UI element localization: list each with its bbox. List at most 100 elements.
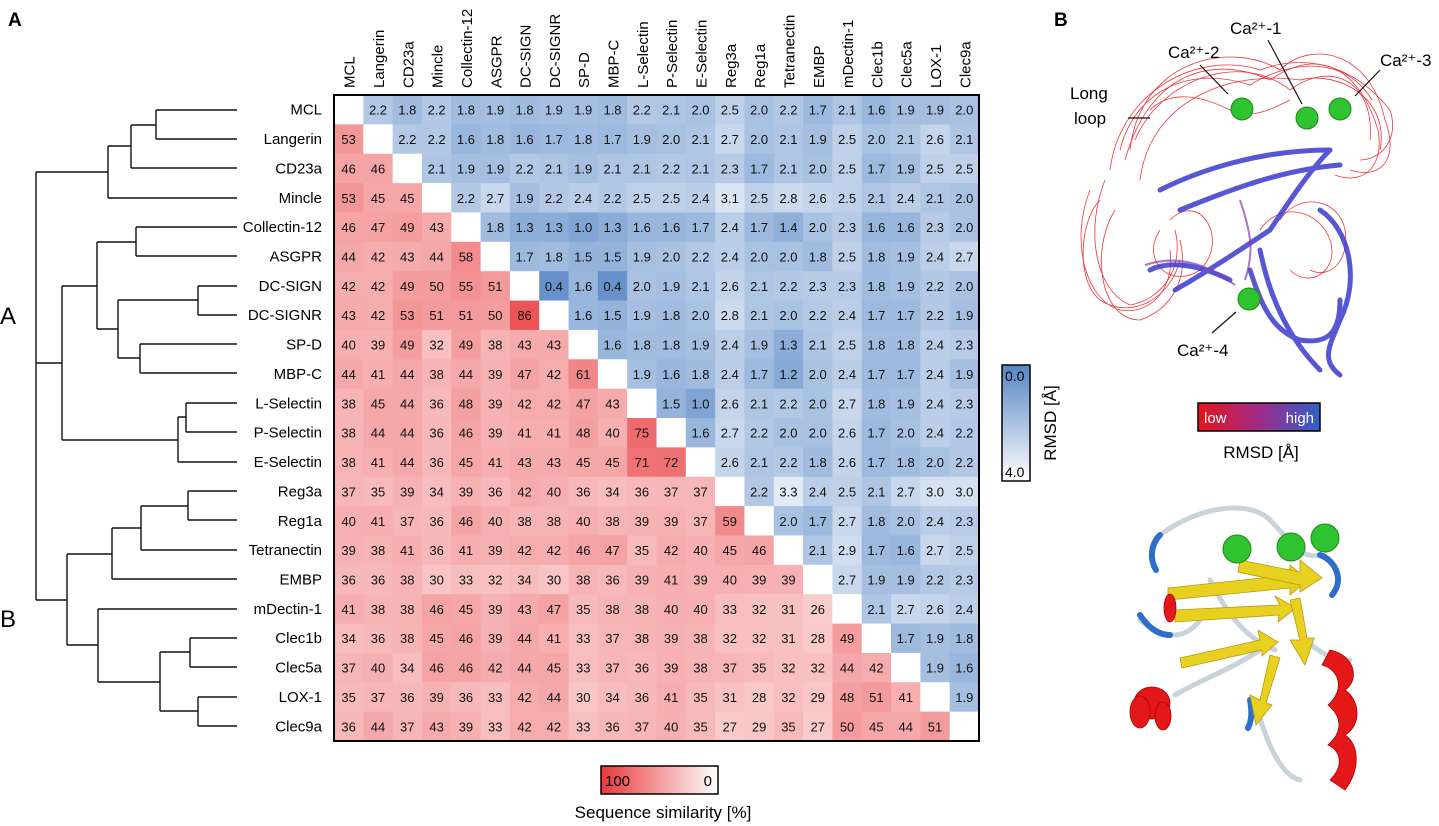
heatmap-cell [949, 271, 980, 302]
heatmap-cell [627, 329, 657, 360]
heatmap-cell-value: 1.8 [897, 455, 915, 470]
heatmap-cell-value: 2.0 [809, 220, 827, 235]
heatmap-cell-value: 36 [605, 573, 619, 588]
heatmap-cell-value: 1.8 [867, 396, 885, 411]
heatmap-cell [539, 535, 570, 566]
heatmap-cell-value: 40 [341, 514, 355, 529]
heatmap-cell [568, 682, 599, 713]
heatmap-cell-value: 2.2 [545, 191, 563, 206]
heatmap-cell-value: 2.3 [955, 396, 973, 411]
heatmap-diagonal-cell [744, 506, 775, 536]
heatmap-cell [832, 711, 863, 742]
heatmap-cell-value: 1.8 [867, 514, 885, 529]
heatmap-cell [597, 183, 628, 213]
heatmap-cell-value: 2.0 [897, 426, 915, 441]
heatmap-cell-value: 1.7 [603, 132, 621, 147]
heatmap-cell [832, 623, 863, 654]
column-label: L-Selectin [635, 21, 652, 88]
heatmap-cell-value: 2.5 [750, 191, 768, 206]
heatmap-cell [685, 271, 716, 302]
heatmap-cell-value: 36 [341, 573, 355, 588]
heatmap-cell [392, 535, 423, 566]
heatmap-cell-value: 61 [576, 367, 590, 382]
heatmap-cell [920, 388, 951, 419]
heatmap-cell-value: 33 [723, 602, 737, 617]
heatmap-cell-value: 39 [488, 631, 502, 646]
heatmap-cell [539, 183, 570, 213]
column-label: E-Selectin [693, 20, 710, 88]
heatmap-cell [685, 506, 716, 536]
heatmap-cell [949, 388, 980, 419]
heatmap-cell [685, 124, 716, 155]
heatmap-cell [451, 329, 482, 360]
heatmap-cell [715, 506, 745, 536]
heatmap-cell [744, 652, 775, 683]
column-label: LOX-1 [928, 45, 945, 88]
heatmap-cell [451, 153, 482, 184]
heatmap-cell-value: 2.7 [838, 573, 856, 588]
heatmap-cell [568, 447, 599, 478]
heatmap-cell [539, 652, 570, 683]
heatmap-cell [421, 359, 452, 390]
heatmap-cell-value: 48 [576, 426, 590, 441]
heatmap-cell [627, 300, 657, 331]
heatmap-diagonal-cell [891, 652, 921, 683]
heatmap-cell [334, 124, 364, 155]
heatmap-cell-value: 1.8 [691, 367, 709, 382]
heatmap-cell-value: 37 [341, 484, 355, 499]
heatmap-cell [451, 476, 482, 507]
heatmap-cell-value: 38 [400, 631, 414, 646]
heatmap-cell-value: 2.5 [838, 250, 856, 265]
heatmap-cell-value: 2.6 [809, 191, 827, 206]
heatmap-cell [861, 711, 892, 742]
heatmap-cell [685, 652, 716, 683]
heatmap-cell [480, 682, 511, 713]
heatmap-cell-value: 36 [371, 631, 385, 646]
heatmap-cell [803, 447, 833, 478]
heatmap-cell-value: 38 [341, 455, 355, 470]
heatmap-cell [509, 95, 540, 125]
heatmap-cell [363, 183, 394, 213]
heatmap-cell-value: 50 [488, 308, 502, 323]
heatmap-cell [656, 359, 687, 390]
heatmap-cell-value: 2.4 [926, 514, 944, 529]
heatmap-cell-value: 26 [811, 602, 825, 617]
heatmap-cell-value: 2.3 [926, 220, 944, 235]
heatmap-cell [773, 300, 804, 331]
heatmap-cell [773, 652, 804, 683]
column-label: Reg3a [723, 43, 740, 88]
heatmap-cell [421, 241, 452, 272]
heatmap-cell-value: 28 [811, 631, 825, 646]
heatmap-cell-value: 2.6 [721, 279, 739, 294]
heatmap-cell-value: 2.2 [926, 308, 944, 323]
heatmap-cell [539, 388, 570, 419]
heatmap-cell-value: 31 [723, 690, 737, 705]
heatmap-cell [803, 212, 833, 243]
cartoon-calcium-2 [1276, 532, 1306, 562]
heatmap-cell-value: 2.8 [779, 191, 797, 206]
heatmap-cell-value: 1.9 [486, 103, 504, 118]
heatmap-cell-value: 1.9 [457, 161, 475, 176]
heatmap-cell [920, 564, 951, 595]
heatmap-cell [715, 212, 745, 243]
column-label: MCL [342, 56, 359, 88]
heatmap-cell [334, 623, 364, 654]
heatmap-cell [685, 153, 716, 184]
heatmap-cell-value: 1.9 [633, 250, 651, 265]
heatmap-cell-value: 2.5 [955, 161, 973, 176]
heatmap-cell [832, 241, 863, 272]
heatmap-cell-value: 2.2 [926, 279, 944, 294]
heatmap-cell [744, 183, 775, 213]
heatmap-cell [509, 300, 540, 331]
heatmap-cell-value: 38 [517, 514, 531, 529]
heatmap-cell [949, 418, 980, 448]
heatmap-cell-value: 1.6 [897, 543, 915, 558]
heatmap-cell [920, 506, 951, 536]
heatmap-cell [568, 418, 599, 448]
rmsd-legend-title: RMSD [Å] [1041, 385, 1060, 461]
heatmap-cell-value: 44 [371, 719, 385, 734]
heatmap-cell-value: 1.8 [545, 250, 563, 265]
heatmap-cell [627, 124, 657, 155]
beta-strands [1167, 559, 1323, 726]
heatmap-cell-value: 39 [488, 396, 502, 411]
